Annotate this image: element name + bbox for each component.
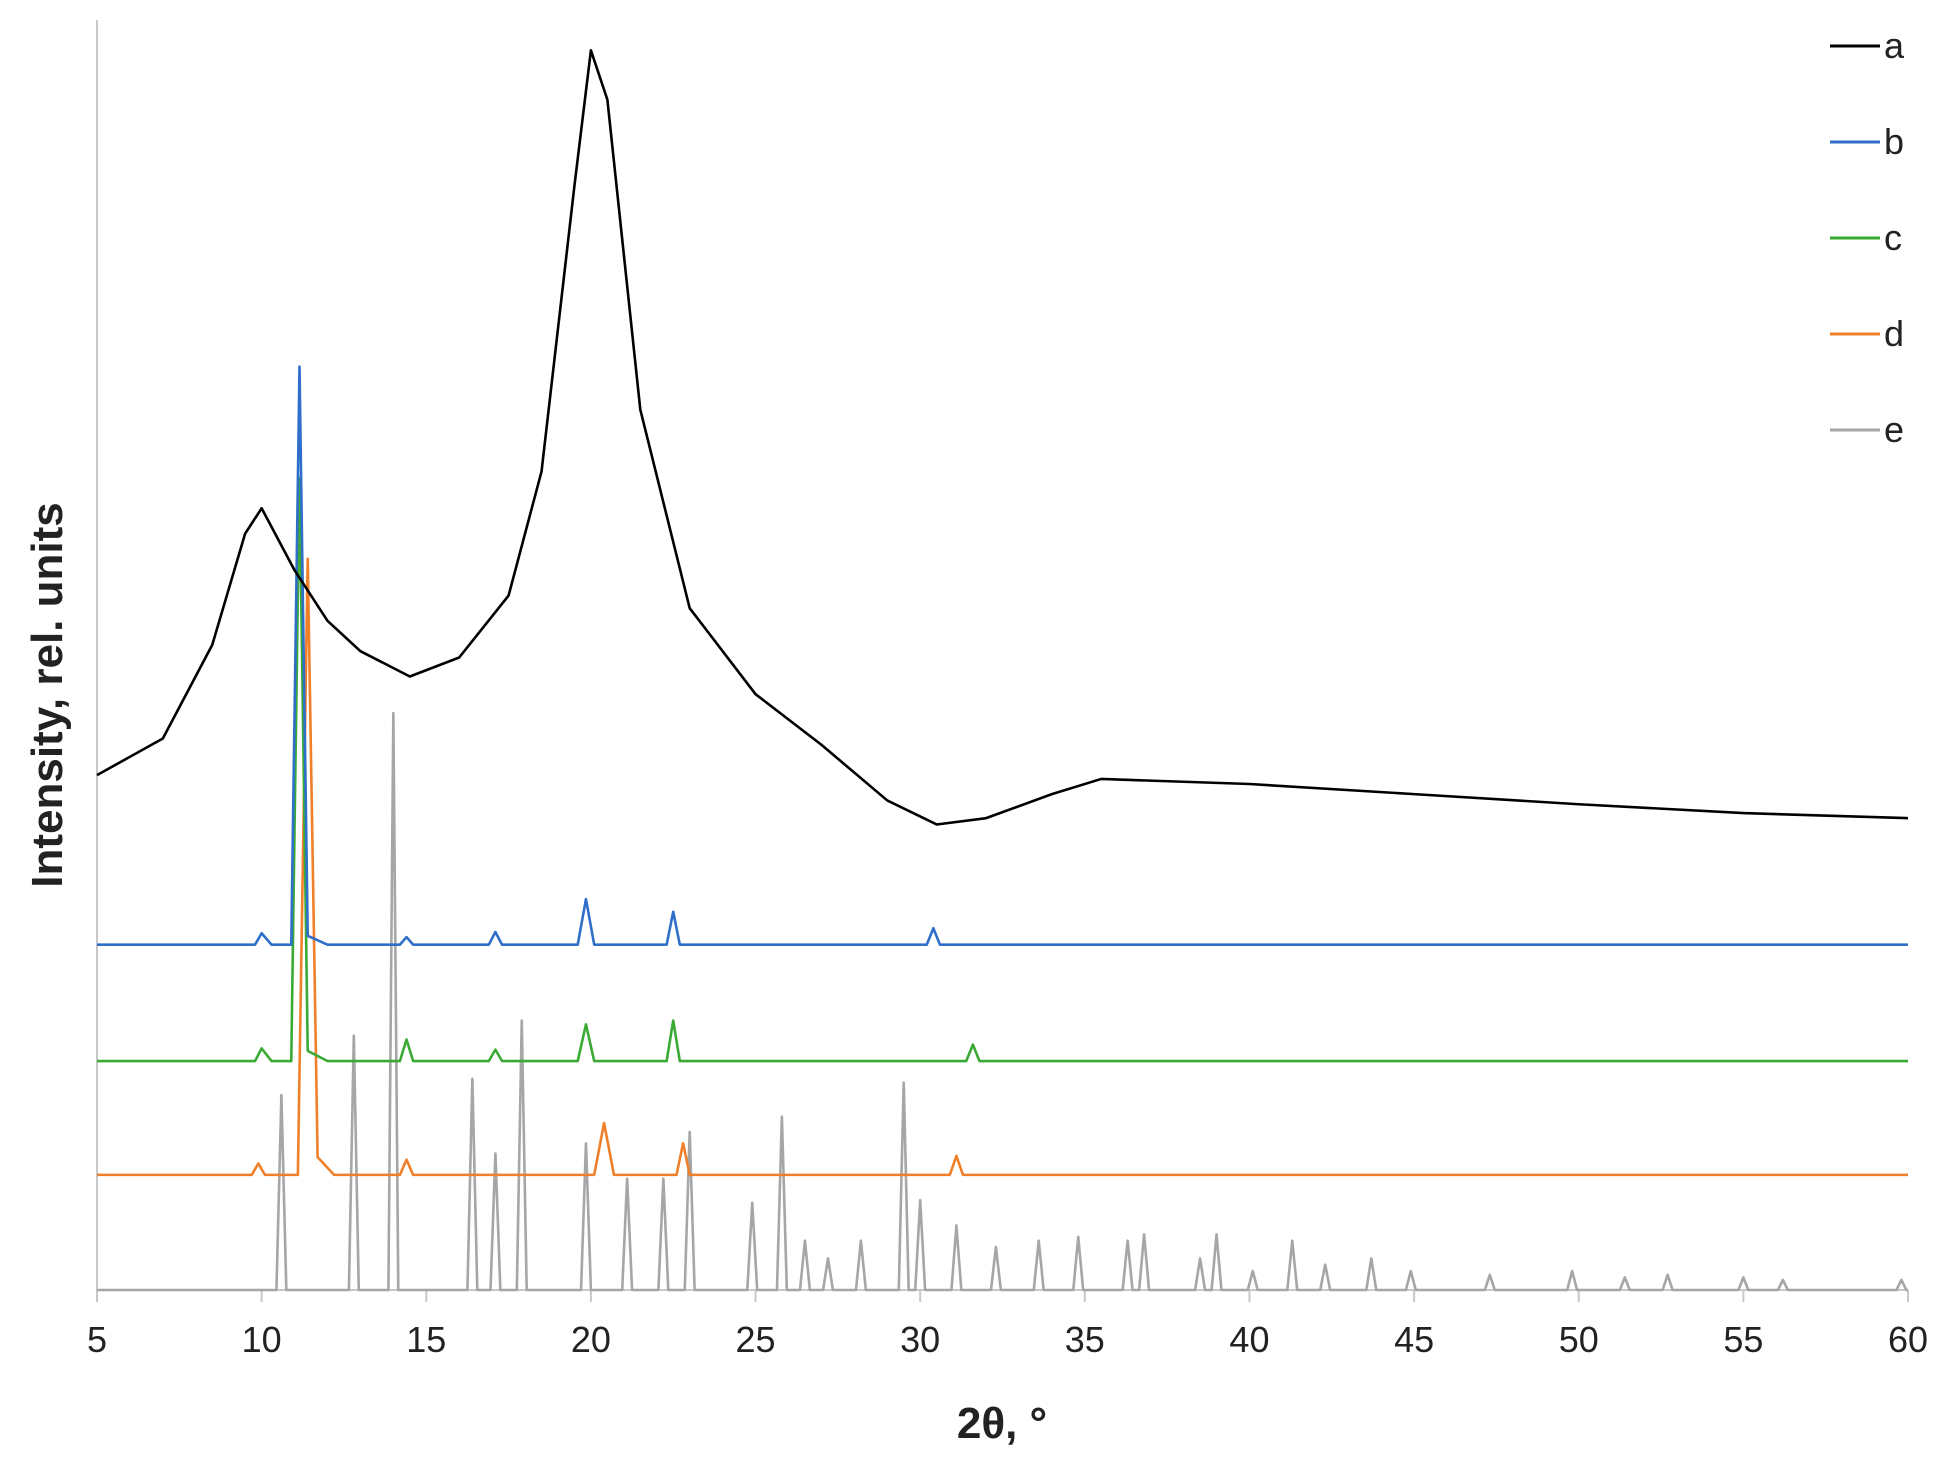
legend-label: b (1884, 121, 1904, 162)
x-tick-label: 10 (242, 1319, 282, 1360)
x-tick-label: 35 (1065, 1319, 1105, 1360)
series-line (96, 49, 1909, 826)
series-line (97, 711, 1908, 1292)
x-tick-label: 15 (406, 1319, 446, 1360)
x-tick-label: 25 (736, 1319, 776, 1360)
x-tick-label: 55 (1723, 1319, 1763, 1360)
y-axis-title: Intensity, rel. units (23, 502, 72, 887)
legend-label: e (1884, 409, 1904, 450)
x-axis-title: 2θ, ° (957, 1399, 1047, 1448)
legend-label: d (1884, 313, 1904, 354)
x-tick-label: 45 (1394, 1319, 1434, 1360)
x-tick-label: 40 (1229, 1319, 1269, 1360)
legend-label: c (1884, 217, 1902, 258)
x-tick-label: 50 (1559, 1319, 1599, 1360)
x-tick-label: 60 (1888, 1319, 1928, 1360)
legend-label: a (1884, 25, 1905, 66)
series-line (97, 365, 1908, 946)
x-tick-label: 20 (571, 1319, 611, 1360)
x-tick-label: 30 (900, 1319, 940, 1360)
series-line (97, 557, 1908, 1177)
series-line (97, 476, 1908, 1063)
x-tick-label: 5 (87, 1319, 107, 1360)
